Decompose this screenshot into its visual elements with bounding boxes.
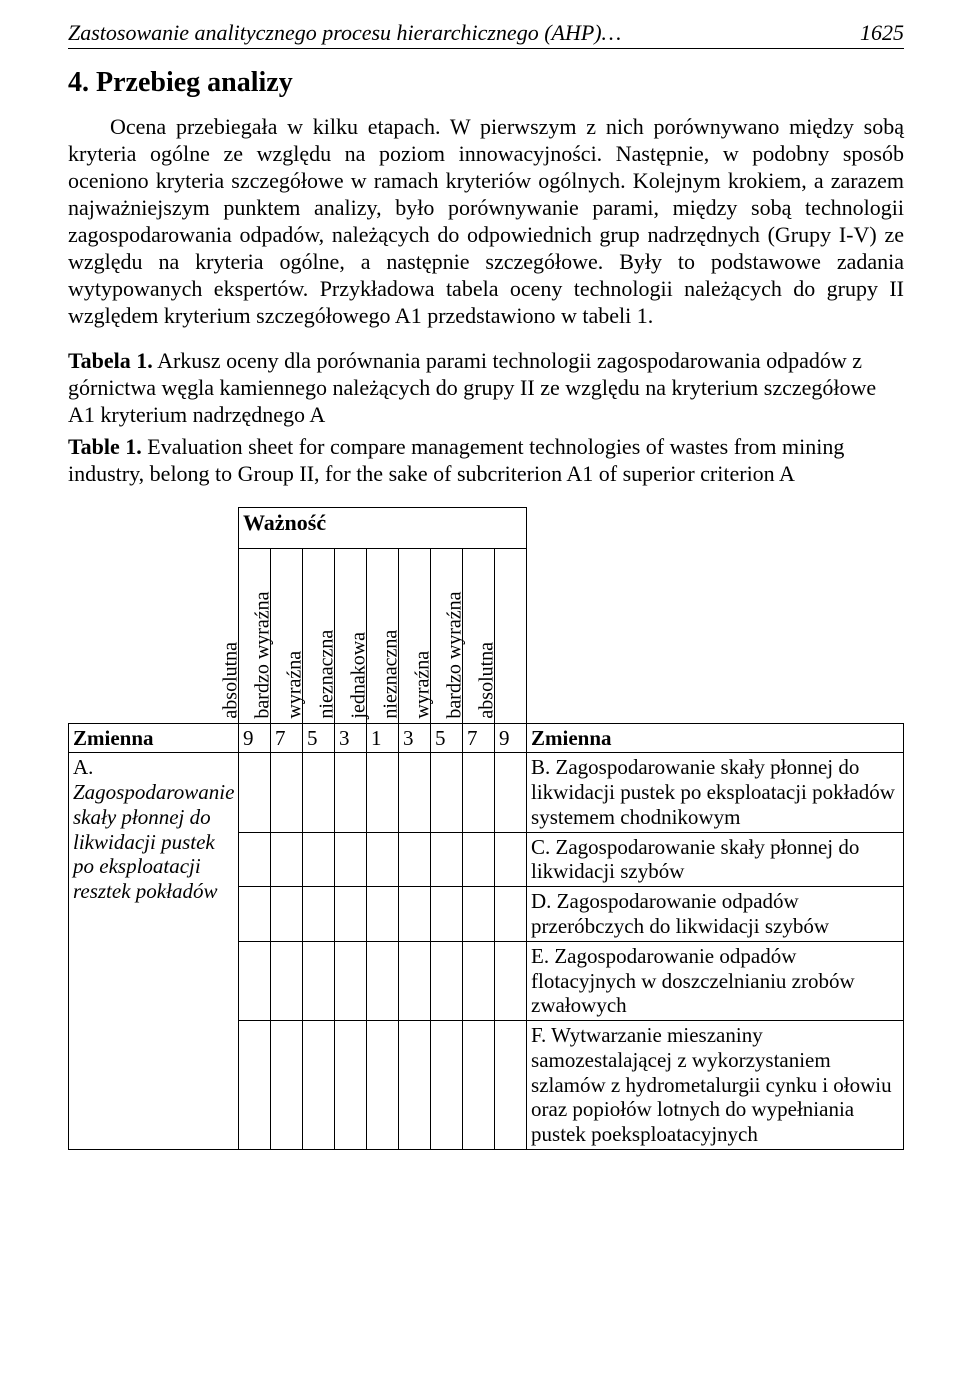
blank-cell xyxy=(495,887,527,942)
zmienna-right-label: Zmienna xyxy=(527,723,904,753)
blank-cell xyxy=(431,887,463,942)
blank-cell xyxy=(271,832,303,887)
blank-cell xyxy=(399,941,431,1020)
blank-cell xyxy=(463,832,495,887)
header-title: Zastosowanie analitycznego procesu hiera… xyxy=(68,20,621,46)
blank-cell xyxy=(399,1021,431,1150)
blank-cell xyxy=(303,887,335,942)
blank-cell xyxy=(239,832,271,887)
blank-cell xyxy=(495,941,527,1020)
caption-en-text: Evaluation sheet for compare management … xyxy=(68,434,844,486)
blank-cell xyxy=(239,941,271,1020)
importance-label: Ważność xyxy=(239,507,527,548)
blank-cell xyxy=(463,1021,495,1150)
scale-cell: 5 xyxy=(303,723,335,753)
left-variable-text: Zagospodarowanie skały płonnej do likwid… xyxy=(73,780,234,903)
blank-cell xyxy=(335,941,367,1020)
scale-cell: 3 xyxy=(399,723,431,753)
scale-cell: 9 xyxy=(495,723,527,753)
blank-cell xyxy=(335,832,367,887)
right-variable-c: C. Zagospodarowanie skały płonnej do lik… xyxy=(527,832,904,887)
blank-cell xyxy=(335,887,367,942)
rot-label: wyraźna xyxy=(411,651,435,719)
table-caption-pl: Tabela 1. Arkusz oceny dla porównania pa… xyxy=(68,347,904,428)
blank-cell xyxy=(271,1021,303,1150)
rotated-labels-row: absolutna bardzo wyraźna wyraźna nieznac… xyxy=(69,548,904,723)
rot-label: nieznaczna xyxy=(379,630,403,719)
rot-label: bardzo wyraźna xyxy=(443,591,467,718)
rot-label: nieznaczna xyxy=(315,630,339,719)
evaluation-table: Ważność absolutna bardzo wyraźna wyraźna… xyxy=(68,507,904,1150)
zmienna-left-label: Zmienna xyxy=(69,723,239,753)
scale-cell: 5 xyxy=(431,723,463,753)
blank-cell xyxy=(367,1021,399,1150)
blank-cell xyxy=(463,941,495,1020)
blank-cell xyxy=(463,753,495,832)
blank-cell xyxy=(303,753,335,832)
blank-cell xyxy=(431,753,463,832)
rot-label: absolutna xyxy=(475,642,499,719)
caption-pl-text: Arkusz oceny dla porównania parami techn… xyxy=(68,348,876,427)
blank-cell xyxy=(335,1021,367,1150)
left-variable-cell: A. Zagospodarowanie skały płonnej do lik… xyxy=(69,753,239,1149)
evaluation-table-wrap: Ważność absolutna bardzo wyraźna wyraźna… xyxy=(68,507,904,1150)
blank-cell xyxy=(367,832,399,887)
blank-cell xyxy=(527,507,904,548)
blank-cell xyxy=(399,832,431,887)
blank-cell xyxy=(239,753,271,832)
blank-cell xyxy=(303,832,335,887)
right-variable-e: E. Zagospodarowanie odpadów flotacyjnych… xyxy=(527,941,904,1020)
table-row: A. Zagospodarowanie skały płonnej do lik… xyxy=(69,753,904,832)
importance-row: Ważność xyxy=(69,507,904,548)
blank-cell xyxy=(527,548,904,723)
blank-cell xyxy=(431,941,463,1020)
rot-label: bardzo wyraźna xyxy=(251,591,275,718)
blank-cell xyxy=(271,887,303,942)
scale-row: Zmienna 9 7 5 3 1 3 5 7 9 Zmienna xyxy=(69,723,904,753)
blank-cell xyxy=(495,1021,527,1150)
caption-pl-label: Tabela 1. xyxy=(68,348,153,373)
rot-label: wyraźna xyxy=(283,651,307,719)
right-variable-b: B. Zagospodarowanie skały płonnej do lik… xyxy=(527,753,904,832)
blank-cell xyxy=(303,941,335,1020)
running-header: Zastosowanie analitycznego procesu hiera… xyxy=(68,20,904,49)
scale-cell: 7 xyxy=(463,723,495,753)
blank-cell xyxy=(69,507,239,548)
scale-cell: 7 xyxy=(271,723,303,753)
blank-cell xyxy=(431,1021,463,1150)
left-variable-prefix: A. xyxy=(73,755,93,779)
blank-cell xyxy=(271,941,303,1020)
blank-cell xyxy=(335,753,367,832)
rot-cell: absolutna xyxy=(495,548,527,723)
blank-cell xyxy=(495,753,527,832)
blank-cell xyxy=(239,1021,271,1150)
blank-cell xyxy=(399,887,431,942)
blank-cell xyxy=(303,1021,335,1150)
blank-cell xyxy=(271,753,303,832)
section-heading: 4. Przebieg analizy xyxy=(68,67,904,99)
blank-cell xyxy=(399,753,431,832)
scale-cell: 3 xyxy=(335,723,367,753)
blank-cell xyxy=(463,887,495,942)
right-variable-f: F. Wytwarzanie mieszaniny samozestalając… xyxy=(527,1021,904,1150)
right-variable-d: D. Zagospodarowanie odpadów przeróbczych… xyxy=(527,887,904,942)
blank-cell xyxy=(367,753,399,832)
rot-label: absolutna xyxy=(219,642,243,719)
header-page-number: 1625 xyxy=(860,20,904,46)
rot-label: jednakowa xyxy=(347,632,371,719)
blank-cell xyxy=(367,941,399,1020)
blank-cell xyxy=(495,832,527,887)
blank-cell xyxy=(69,548,239,723)
caption-en-label: Table 1. xyxy=(68,434,142,459)
table-caption-en: Table 1. Evaluation sheet for compare ma… xyxy=(68,433,904,487)
scale-cell: 9 xyxy=(239,723,271,753)
page: Zastosowanie analitycznego procesu hiera… xyxy=(0,0,960,1180)
blank-cell xyxy=(431,832,463,887)
section-paragraph: Ocena przebiegała w kilku etapach. W pie… xyxy=(68,113,904,329)
scale-cell: 1 xyxy=(367,723,399,753)
blank-cell xyxy=(239,887,271,942)
blank-cell xyxy=(367,887,399,942)
